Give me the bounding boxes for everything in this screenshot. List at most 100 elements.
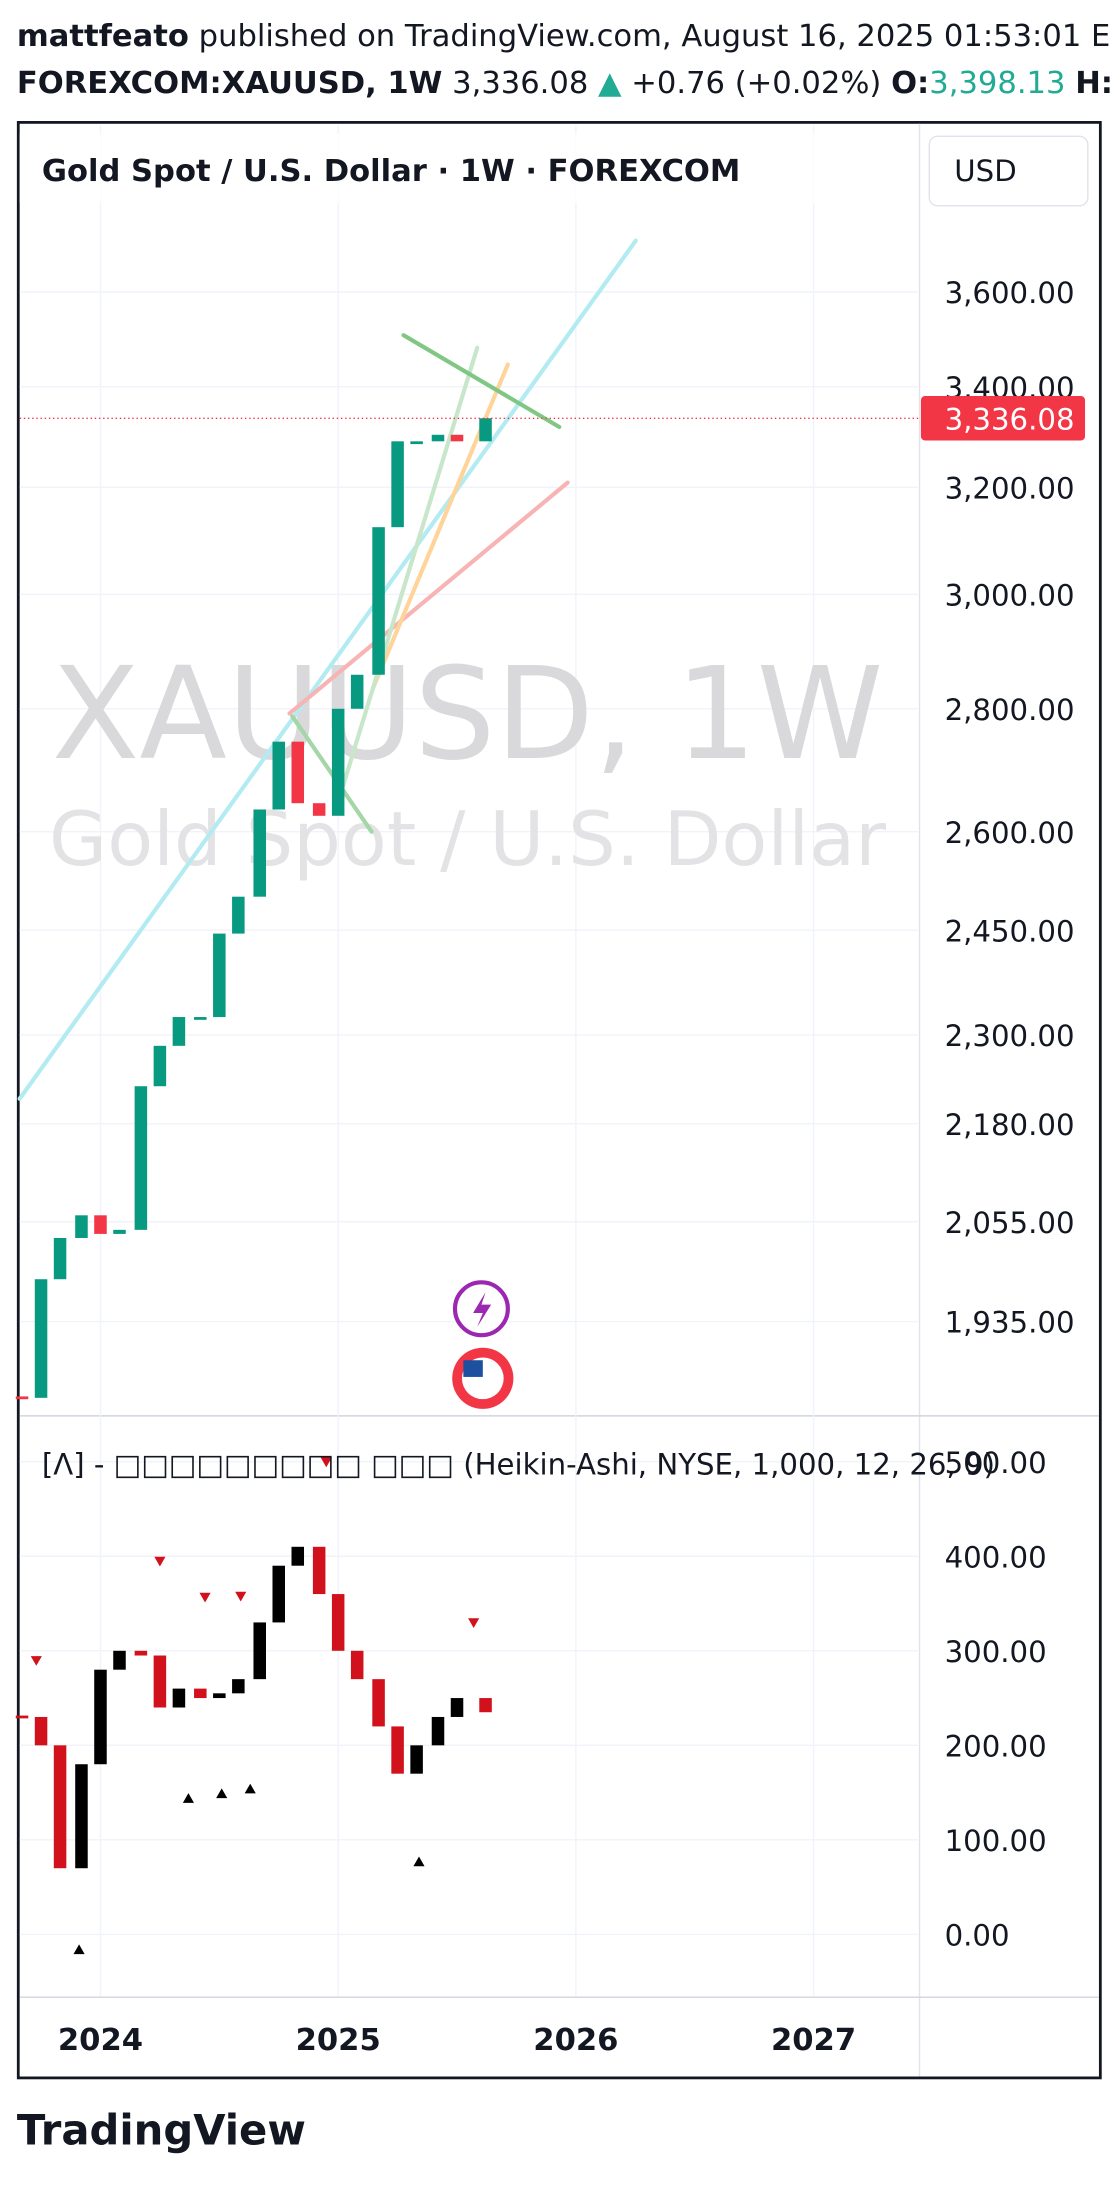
watermark: XAUUSD, 1W	[52, 640, 883, 789]
candle	[94, 1669, 107, 1765]
candle	[15, 1396, 29, 1400]
candle	[431, 1716, 445, 1746]
candle	[113, 1229, 126, 1234]
candle	[153, 1655, 167, 1708]
high-label: H:	[1075, 66, 1113, 101]
candle	[291, 1546, 305, 1566]
candle	[53, 1237, 67, 1280]
candle	[213, 1693, 226, 1699]
symbol: FOREXCOM:XAUUSD, 1W	[17, 66, 443, 101]
y-tick-label: 200.00	[945, 1729, 1047, 1763]
candle	[213, 933, 226, 1018]
y-tick-label: 2,800.00	[945, 693, 1075, 727]
candle	[291, 741, 305, 804]
x-tick-label: 2024	[58, 2023, 143, 2058]
candle	[34, 1279, 48, 1398]
last-price-label: 3,336.08	[945, 402, 1075, 436]
candle	[153, 1045, 167, 1087]
title-bg	[19, 133, 910, 204]
x-tick-label: 2027	[771, 2023, 856, 2058]
candle	[232, 1679, 245, 1694]
candle	[431, 434, 445, 442]
candle	[94, 1215, 107, 1234]
buy-signal	[413, 1856, 425, 1867]
buy-signal	[73, 1944, 85, 1955]
candle	[410, 1745, 423, 1774]
trend-line	[338, 345, 480, 795]
trend-line	[17, 238, 638, 1101]
currency: USD	[954, 154, 1016, 188]
candle	[372, 527, 385, 675]
y-tick-label: 3,000.00	[945, 578, 1075, 612]
y-tick-label: 3,600.00	[945, 276, 1075, 310]
sell-signal	[468, 1618, 480, 1628]
y-tick-label: 300.00	[945, 1635, 1047, 1669]
candle	[331, 1594, 345, 1651]
candle	[331, 708, 345, 816]
currency-box[interactable]	[928, 135, 1089, 207]
candle	[450, 1698, 464, 1717]
publish-line: mattfeato published on TradingView.com, …	[17, 19, 1110, 54]
grid	[19, 125, 919, 1996]
candle	[194, 1688, 207, 1699]
watermark-subtitle: Gold Spot / U.S. Dollar	[49, 795, 886, 883]
published: published on TradingView.com, August 16,…	[199, 19, 1111, 54]
candle	[134, 1086, 148, 1230]
candle	[479, 418, 492, 442]
sell-signal	[30, 1656, 42, 1666]
up-arrow: ▲	[588, 66, 631, 101]
chart-title: Gold Spot / U.S. Dollar · 1W · FOREXCOM	[42, 154, 740, 189]
buy-signal	[216, 1788, 228, 1799]
candle	[15, 1715, 29, 1719]
candle	[75, 1215, 88, 1238]
candle	[312, 1546, 326, 1595]
trend-line	[401, 333, 562, 430]
sell-signal	[199, 1592, 211, 1603]
marks	[15, 417, 919, 1955]
candle	[410, 441, 423, 445]
trend-line	[290, 714, 374, 834]
candle	[232, 896, 245, 934]
candle	[34, 1716, 48, 1746]
y-tick-label: 500.00	[945, 1446, 1047, 1480]
candle	[272, 741, 286, 810]
candle	[450, 434, 464, 442]
logo: TradingView	[17, 2106, 306, 2155]
y-tick-label: 400.00	[945, 1540, 1047, 1574]
x-tick-label: 2026	[533, 2023, 618, 2058]
sell-signal	[235, 1591, 247, 1602]
candle	[75, 1764, 88, 1869]
price: 3,336.08	[452, 66, 588, 101]
sell-signal	[320, 1457, 332, 1468]
y-tick-label: 3,200.00	[945, 471, 1075, 505]
y-tick-label: 1,935.00	[945, 1306, 1075, 1340]
candle	[479, 1698, 492, 1713]
flag-canton	[463, 1360, 483, 1377]
y-tick-label: 2,600.00	[945, 816, 1075, 850]
candle	[113, 1650, 126, 1670]
last-price-box	[920, 396, 1086, 441]
candle	[172, 1688, 186, 1708]
candle	[272, 1565, 286, 1623]
x-tick-label: 2025	[296, 2023, 381, 2058]
author: mattfeato	[17, 19, 189, 54]
candle	[350, 674, 364, 709]
candle	[350, 1650, 364, 1680]
candle	[134, 1650, 148, 1656]
candle	[391, 441, 404, 528]
y-tick-label: 0.00	[945, 1919, 1010, 1953]
y-tick-label: 2,300.00	[945, 1019, 1075, 1053]
candle	[391, 1726, 404, 1774]
buy-signal	[182, 1793, 194, 1803]
trend-line	[287, 480, 570, 716]
lightning	[473, 1292, 492, 1327]
buy-signal	[244, 1783, 256, 1794]
y-tick-label: 100.00	[945, 1824, 1047, 1858]
y-tick-label: 2,450.00	[945, 914, 1075, 948]
change: +0.76 (+0.02%)	[631, 66, 881, 101]
candle	[253, 1622, 266, 1680]
y-tick-label: 2,055.00	[945, 1206, 1075, 1240]
open-label: O:	[891, 66, 929, 101]
